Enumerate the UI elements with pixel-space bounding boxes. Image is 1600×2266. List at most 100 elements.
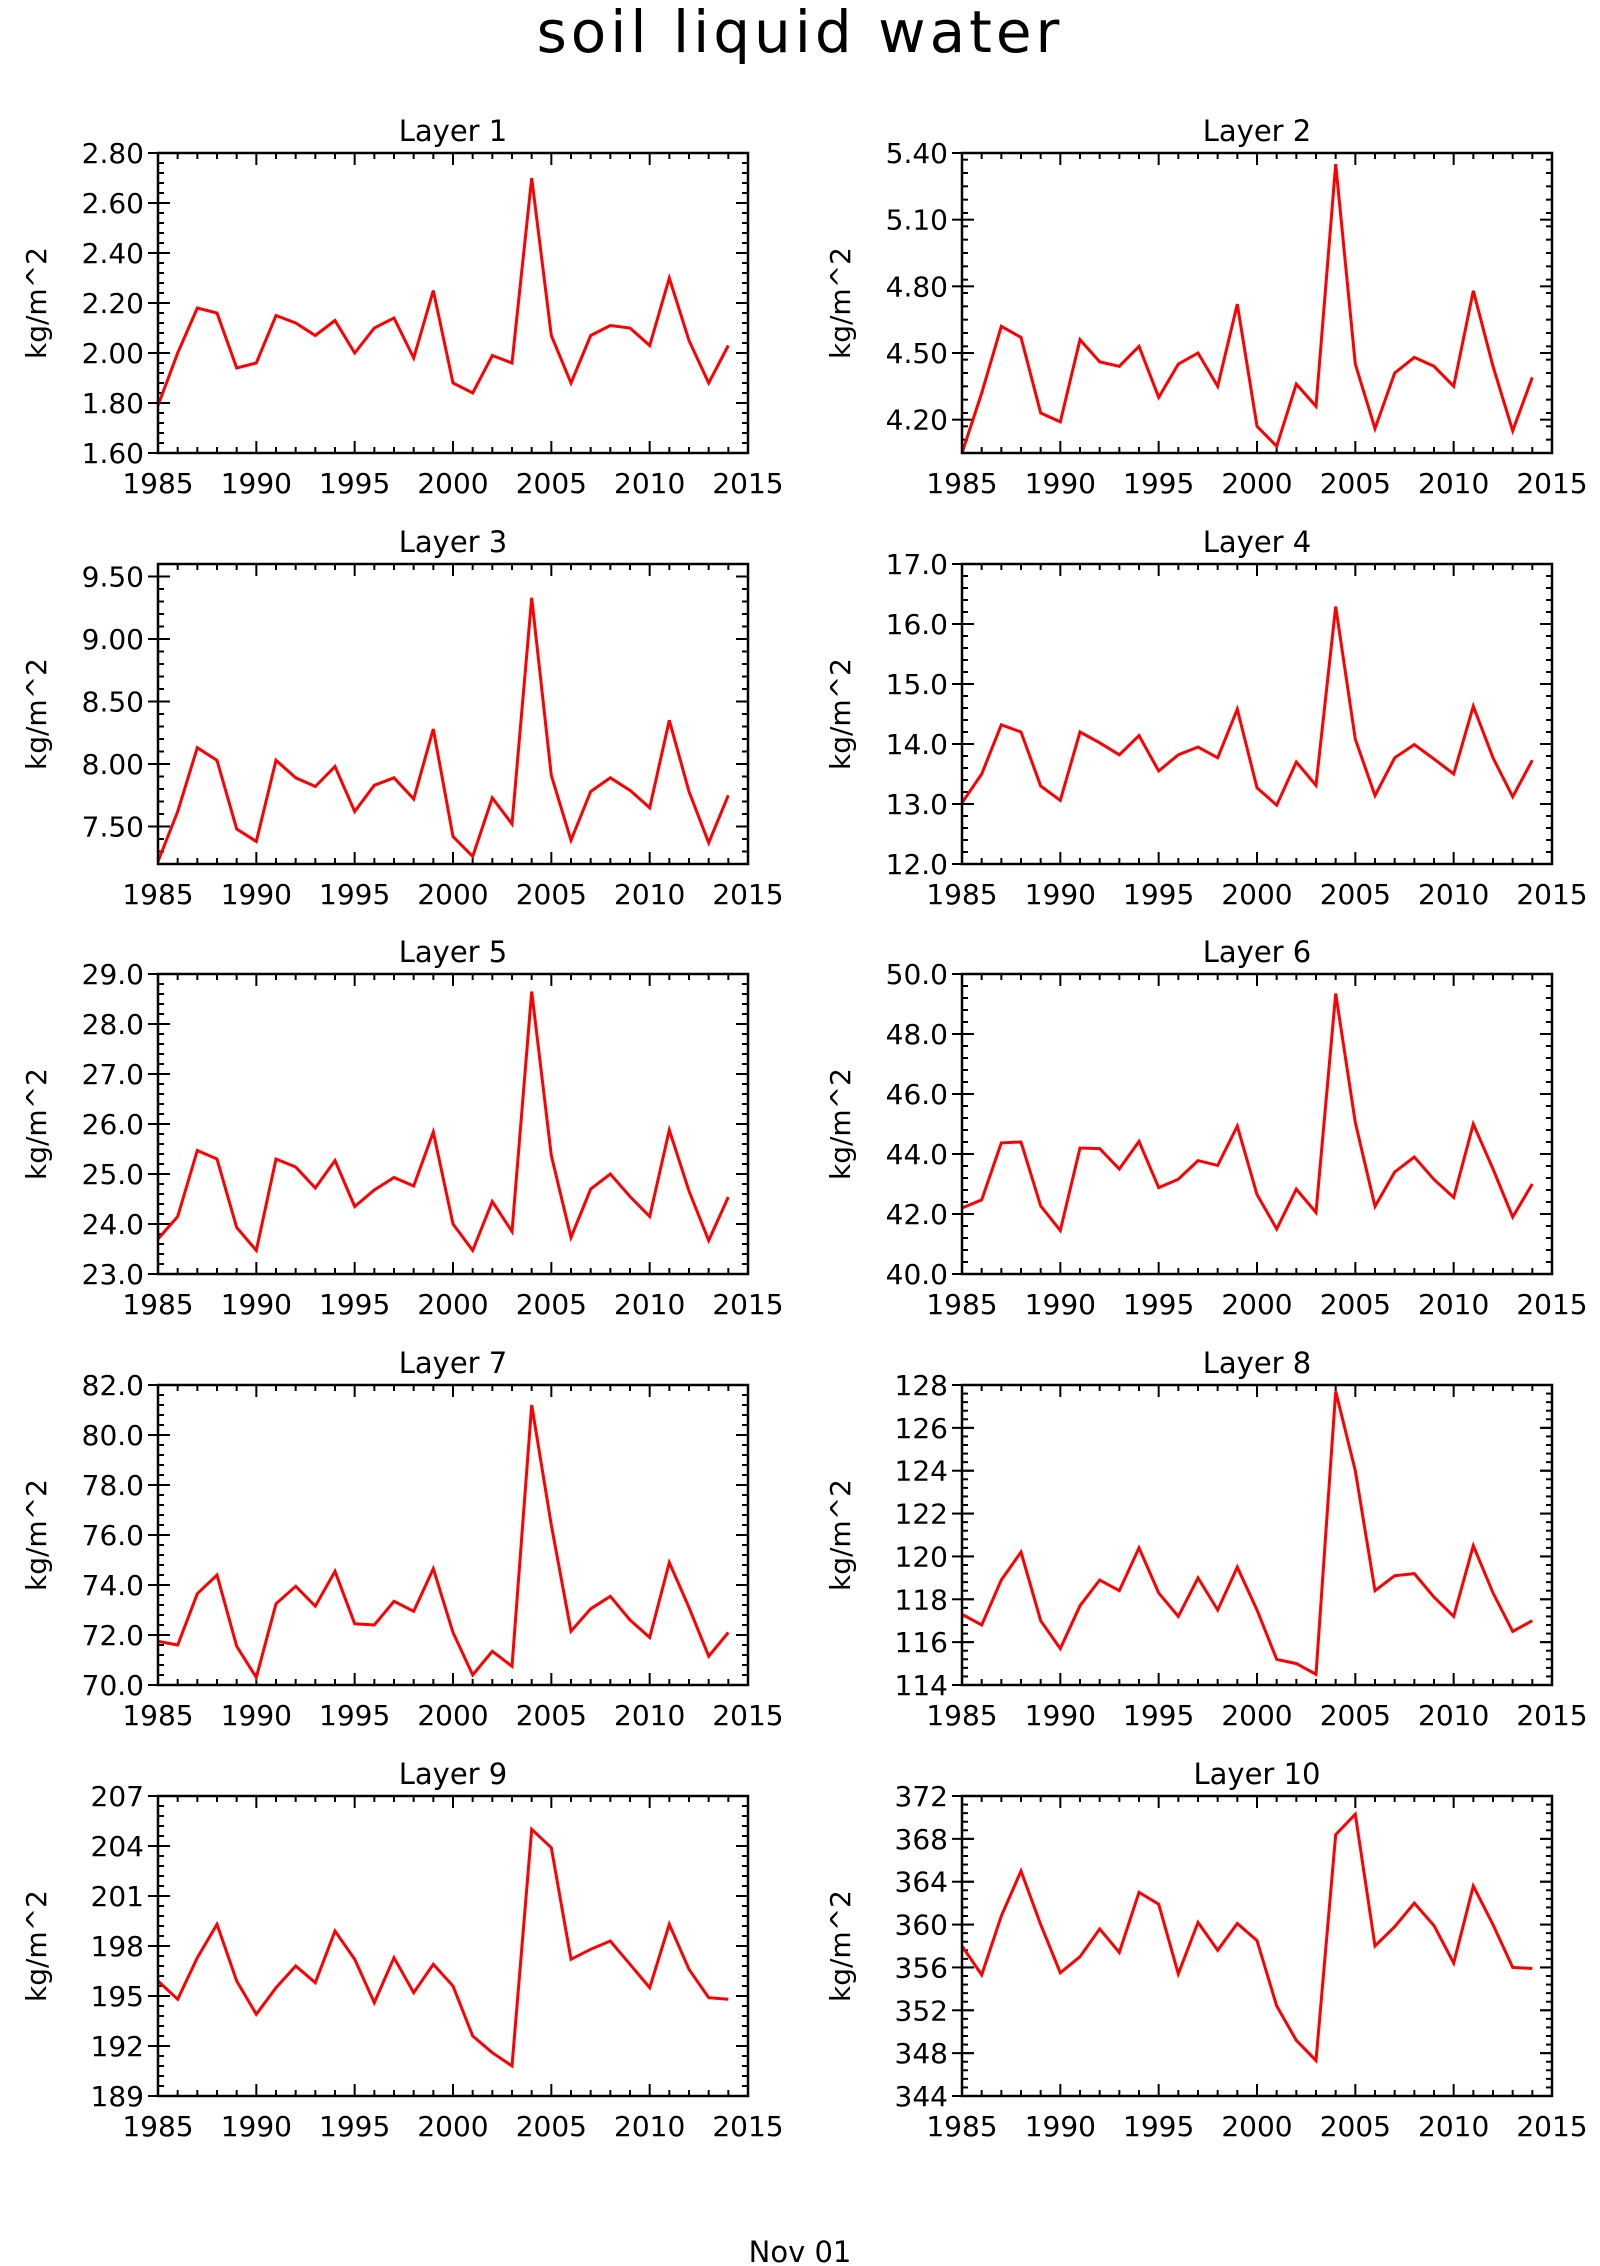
- x-tick-label: 2010: [1418, 1288, 1489, 1321]
- y-tick-label: 122: [895, 1498, 948, 1531]
- chart-panel: Layer 7 kg/m^2 1985 1990 1995 2000 2005 2010 201…: [20, 1346, 784, 1732]
- series-line: [156, 177, 730, 407]
- x-tick-label: 1990: [1025, 1699, 1096, 1732]
- chart-panel: Layer 9 kg/m^2 1985 1990 1995 2000 2005 2010 201…: [20, 1757, 784, 2143]
- y-tick-label: 78.0: [82, 1469, 144, 1502]
- y-tick-label: 198: [91, 1930, 144, 1963]
- chart-panel: Layer 8 kg/m^2 1985 1990 1995 2000 2005 2010 201…: [824, 1346, 1588, 1732]
- x-tick-label: 2010: [1418, 878, 1489, 911]
- x-tick-label: 2005: [516, 467, 587, 500]
- x-tick-label: 2005: [1320, 878, 1391, 911]
- y-tick-label: 1.80: [82, 387, 144, 420]
- y-tick-label: 8.00: [82, 748, 144, 781]
- x-tick-label: 1990: [221, 1699, 292, 1732]
- y-axis-label: kg/m^2: [20, 1068, 53, 1180]
- x-tick-label: 1995: [1123, 2110, 1194, 2143]
- plot-frame: [156, 1383, 750, 1687]
- x-tick-label: 2010: [614, 1288, 685, 1321]
- y-axis-label: kg/m^2: [824, 1890, 857, 2002]
- x-tick-label: 2015: [712, 878, 783, 911]
- x-tick-label: 1995: [319, 2110, 390, 2143]
- y-axis-label: kg/m^2: [20, 1890, 53, 2002]
- chart-panel: Layer 5 kg/m^2 1985 1990 1995 2000 2005 2010 201…: [20, 935, 784, 1321]
- x-tick-label: 1990: [221, 878, 292, 911]
- x-tick-label: 1985: [122, 467, 193, 500]
- x-tick-label: 2000: [417, 878, 488, 911]
- x-tick-label: 2015: [712, 1699, 783, 1732]
- y-axis-label: kg/m^2: [824, 1479, 857, 1591]
- y-tick-label: 14.0: [886, 728, 948, 761]
- chart-panel: Layer 3 kg/m^2 1985 1990 1995 2000 2005 2010 201…: [20, 525, 784, 911]
- x-tick-label: 2000: [1221, 1699, 1292, 1732]
- y-tick-label: 2.80: [82, 137, 144, 170]
- y-tick-label: 2.40: [82, 237, 144, 270]
- panel-title: Layer 3: [399, 525, 508, 559]
- y-tick-label: 82.0: [82, 1369, 144, 1402]
- y-tick-label: 74.0: [82, 1569, 144, 1602]
- chart-panel: Layer 6 kg/m^2 1985 1990 1995 2000 2005 2010 201…: [824, 935, 1588, 1321]
- y-tick-label: 80.0: [82, 1419, 144, 1452]
- x-tick-label: 1985: [122, 878, 193, 911]
- panel-title: Layer 9: [399, 1757, 508, 1791]
- y-tick-label: 116: [895, 1626, 948, 1659]
- y-tick-label: 12.0: [886, 848, 948, 881]
- y-axis-label: kg/m^2: [824, 658, 857, 770]
- series-line: [960, 1810, 1533, 2065]
- panels: Layer 1 kg/m^2 1985 1990 1995 2000 2005 2010 201…: [20, 114, 1588, 2143]
- y-tick-label: 348: [895, 2037, 948, 2070]
- y-tick-label: 201: [91, 1880, 144, 1913]
- y-tick-label: 13.0: [886, 788, 948, 821]
- y-tick-label: 27.0: [82, 1058, 144, 1091]
- x-tick-label: 2000: [417, 1288, 488, 1321]
- y-tick-label: 356: [895, 1951, 948, 1984]
- y-tick-label: 4.80: [886, 270, 948, 303]
- y-axis-label: kg/m^2: [20, 658, 53, 770]
- chart-panel: Layer 10 kg/m^2 1985 1990 1995 2000 2005 2010 20…: [824, 1757, 1588, 2143]
- plot-frame: [960, 562, 1554, 866]
- series-line: [961, 1391, 1534, 1677]
- y-tick-label: 70.0: [82, 1669, 144, 1702]
- series-line: [156, 1826, 729, 2069]
- x-tick-label: 2015: [1516, 2110, 1587, 2143]
- y-tick-label: 50.0: [886, 958, 948, 991]
- x-tick-label: 1995: [319, 1699, 390, 1732]
- x-tick-label: 2000: [417, 2110, 488, 2143]
- panel-title: Layer 6: [1203, 935, 1312, 969]
- series-line: [960, 163, 1534, 454]
- y-tick-label: 28.0: [82, 1008, 144, 1041]
- x-tick-label: 1990: [221, 467, 292, 500]
- y-axis-label: kg/m^2: [824, 247, 857, 359]
- x-tick-label: 1990: [1025, 2110, 1096, 2143]
- x-tick-label: 1985: [926, 467, 997, 500]
- x-tick-label: 1985: [926, 1288, 997, 1321]
- x-tick-label: 2000: [1221, 878, 1292, 911]
- plot-frame: [960, 1383, 1554, 1687]
- x-tick-label: 1995: [1123, 1699, 1194, 1732]
- y-tick-label: 1.60: [82, 437, 144, 470]
- y-tick-label: 114: [895, 1669, 948, 1702]
- y-tick-label: 360: [895, 1909, 948, 1942]
- x-tick-label: 2010: [614, 878, 685, 911]
- y-tick-label: 4.20: [886, 404, 948, 437]
- chart-panel: Layer 1 kg/m^2 1985 1990 1995 2000 2005 2010 201…: [20, 114, 784, 500]
- x-tick-label: 2015: [1516, 1288, 1587, 1321]
- y-tick-label: 44.0: [886, 1138, 948, 1171]
- panel-title: Layer 10: [1194, 1757, 1321, 1791]
- y-tick-label: 42.0: [886, 1198, 948, 1231]
- panel-title: Layer 2: [1203, 114, 1312, 148]
- x-tick-label: 2015: [712, 1288, 783, 1321]
- x-tick-label: 1985: [926, 878, 997, 911]
- x-tick-label: 2005: [516, 878, 587, 911]
- x-tick-label: 2000: [1221, 467, 1292, 500]
- y-tick-label: 120: [895, 1540, 948, 1573]
- y-tick-label: 195: [91, 1980, 144, 2013]
- x-tick-label: 1995: [1123, 878, 1194, 911]
- x-tick-label: 2015: [1516, 467, 1587, 500]
- y-tick-label: 17.0: [886, 548, 948, 581]
- x-tick-label: 2010: [614, 2110, 685, 2143]
- y-tick-label: 72.0: [82, 1619, 144, 1652]
- series-line: [157, 1404, 730, 1682]
- y-tick-label: 5.40: [886, 137, 948, 170]
- x-tick-label: 2015: [1516, 878, 1587, 911]
